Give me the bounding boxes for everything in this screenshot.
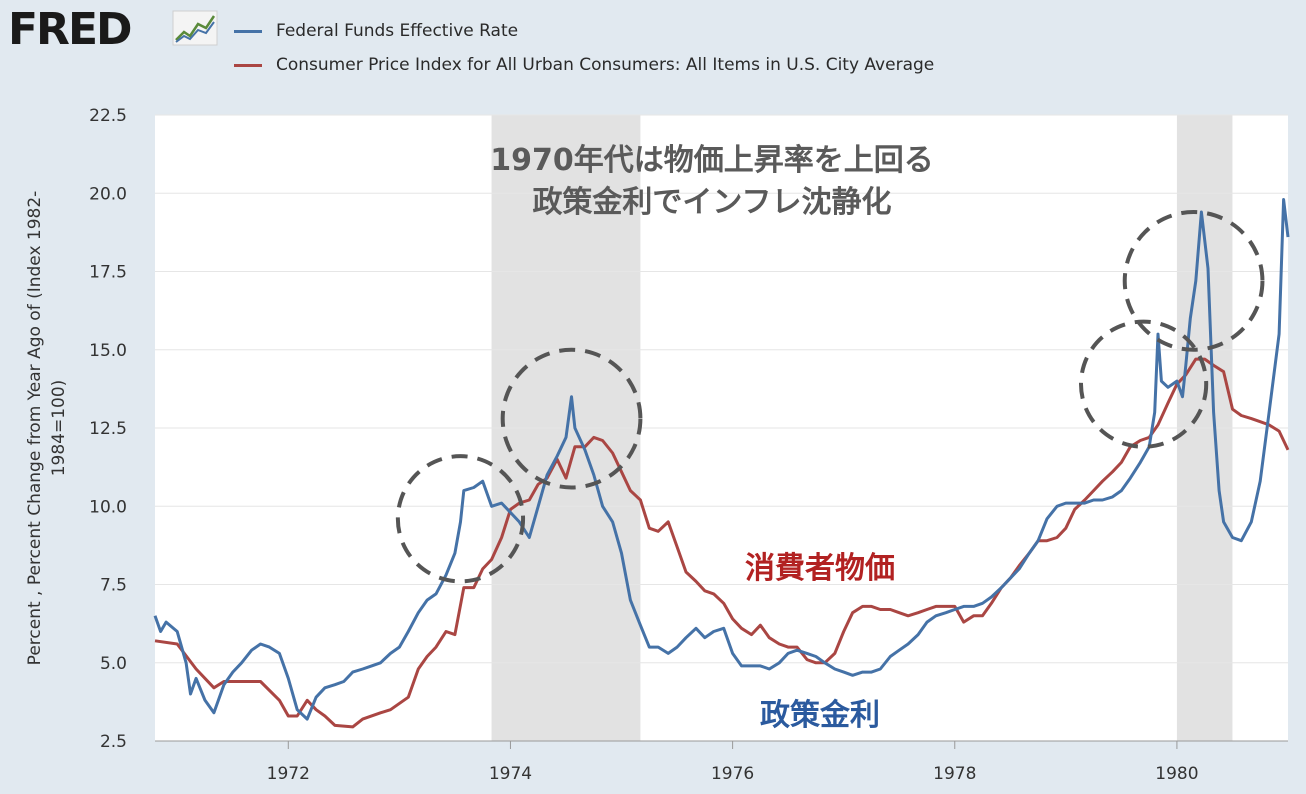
series-lines	[153, 198, 1290, 729]
annotation-circle-3	[1122, 210, 1265, 352]
annotation-title-line2: 政策金利でインフレ沈静化	[532, 185, 891, 220]
x-tick-label: 1976	[711, 764, 754, 784]
x-axis-ticks: 1972 1974 1976 1978 1980	[155, 740, 1288, 784]
y-tick-label: 10.0	[89, 497, 127, 517]
y-tick-label: 22.5	[89, 106, 127, 126]
x-tick-label: 1978	[933, 764, 976, 784]
legend-label-cpi: Consumer Price Index for All Urban Consu…	[276, 55, 935, 75]
legend-swatch-cpi	[234, 63, 262, 67]
y-tick-label: 17.5	[89, 263, 127, 283]
y-tick-label: 15.0	[89, 341, 127, 361]
y-axis-ticks: 2.5 5.0 7.5 10.0 12.5 15.0 17.5 20.0 22.5	[89, 106, 127, 752]
y-axis-label-line1: Percent , Percent Change from Year Ago o…	[25, 191, 45, 666]
annotation-title-line1: 1970年代は物価上昇率を上回る	[490, 143, 934, 178]
x-tick-label: 1980	[1155, 764, 1198, 784]
x-tick-label: 1972	[267, 764, 310, 784]
y-tick-label: 7.5	[100, 576, 127, 596]
legend-label-fed-funds: Federal Funds Effective Rate	[276, 21, 519, 41]
series-line-fed-funds	[153, 198, 1290, 721]
x-tick-label: 1974	[489, 764, 532, 784]
chart-legend: Federal Funds Effective Rate Consumer Pr…	[234, 14, 934, 82]
annotation-cpi-label: 消費者物価	[745, 551, 895, 586]
legend-swatch-fed-funds	[234, 29, 262, 33]
annotation-circles	[395, 210, 1265, 584]
y-tick-label: 12.5	[89, 419, 127, 439]
y-tick-label: 5.0	[100, 654, 127, 674]
y-tick-label: 2.5	[100, 732, 127, 752]
legend-item-cpi[interactable]: Consumer Price Index for All Urban Consu…	[234, 48, 934, 82]
legend-item-fed-funds[interactable]: Federal Funds Effective Rate	[234, 14, 934, 48]
y-axis-label-line2: 1984=100)	[49, 380, 69, 477]
series-line-cpi	[154, 357, 1290, 729]
annotation-circle-2	[1078, 319, 1209, 449]
header: FRED Federal Funds Effective Rate Consum…	[0, 0, 1306, 100]
fred-logo[interactable]: FRED	[8, 4, 133, 55]
annotation-circle-1	[500, 347, 643, 490]
y-tick-label: 20.0	[89, 184, 127, 204]
annotation-circle-0	[395, 454, 526, 584]
annotation-rate-label: 政策金利	[760, 698, 880, 733]
line-chart-logo-icon	[172, 10, 218, 46]
